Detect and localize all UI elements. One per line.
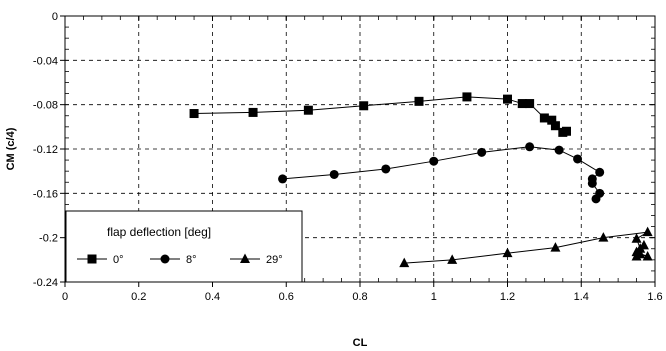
series-layer — [189, 92, 653, 268]
data-point-square — [550, 121, 560, 131]
y-axis-title: CM (c/4) — [5, 127, 17, 170]
data-point-circle — [329, 169, 339, 179]
y-tick-label: -0.04 — [33, 55, 58, 67]
data-point-square — [303, 105, 313, 115]
legend: flap deflection [deg] 0° 8° 29° — [65, 210, 303, 283]
x-tick-label: 0.6 — [279, 291, 294, 303]
data-point-circle — [595, 167, 605, 177]
data-point-circle — [587, 178, 597, 188]
series-circle — [278, 142, 605, 204]
y-tick-label: 0 — [52, 11, 58, 23]
data-point-square — [359, 101, 369, 111]
data-point-triangle — [399, 257, 410, 268]
legend-entries: 0° 8° 29° — [77, 253, 283, 266]
data-point-square — [189, 109, 199, 119]
legend-marker-triangle — [240, 253, 250, 263]
legend-marker-circle — [160, 254, 170, 264]
y-tick-label: -0.12 — [33, 144, 58, 156]
x-tick-label: 1.6 — [647, 291, 662, 303]
data-point-circle — [381, 164, 391, 174]
series-line — [404, 231, 648, 264]
x-axis-title: CL — [353, 337, 368, 349]
data-point-square — [517, 99, 527, 109]
data-point-triangle — [631, 233, 642, 243]
data-point-circle — [525, 142, 535, 152]
data-point-square — [414, 96, 424, 106]
data-point-circle — [278, 174, 288, 184]
x-tick-label: 1.2 — [500, 291, 515, 303]
data-point-triangle — [638, 239, 649, 250]
x-tick-label: 0.8 — [352, 291, 367, 303]
data-point-circle — [573, 154, 583, 164]
series-triangle — [399, 226, 653, 268]
data-point-square — [539, 113, 549, 123]
data-point-square — [248, 107, 258, 117]
x-tick-label: 0.4 — [205, 291, 220, 303]
legend-entry: 8° — [150, 254, 197, 266]
legend-entry: 29° — [230, 253, 283, 266]
data-point-circle — [554, 145, 564, 155]
x-tick-label: 1.4 — [574, 291, 589, 303]
axis-tick-labels: 0 0.2 0.4 0.6 0.8 1 1.2 1.4 1.6 0 -0.04 -0.08 -0.12 -… — [33, 11, 663, 303]
legend-label: 0° — [113, 254, 124, 266]
data-point-square — [547, 115, 557, 125]
legend-label: 8° — [186, 254, 197, 266]
data-point-square — [462, 92, 472, 102]
legend-marker-square — [87, 254, 97, 264]
data-point-circle — [477, 147, 487, 157]
y-tick-label: -0.2 — [39, 233, 58, 245]
data-point-triangle — [642, 251, 653, 261]
data-point-square — [525, 99, 535, 109]
legend-label: 29° — [266, 254, 283, 266]
data-point-triangle — [598, 232, 609, 242]
data-point-circle — [429, 156, 439, 166]
axis-ticks — [60, 15, 656, 287]
y-tick-label: -0.08 — [33, 100, 58, 112]
data-point-triangle — [447, 254, 458, 264]
data-point-triangle — [642, 226, 653, 237]
legend-entry: 0° — [77, 254, 124, 266]
x-tick-label: 1 — [431, 291, 437, 303]
x-tick-label: 0 — [62, 291, 68, 303]
data-point-square — [562, 126, 571, 136]
data-point-triangle — [550, 242, 561, 252]
legend-title: flap deflection [deg] — [107, 225, 211, 239]
data-point-triangle — [502, 247, 513, 258]
data-point-triangle — [631, 251, 642, 261]
series-square — [189, 92, 571, 137]
x-tick-label: 0.2 — [131, 291, 146, 303]
y-tick-label: -0.24 — [33, 277, 58, 289]
data-point-circle — [591, 194, 601, 204]
y-tick-label: -0.16 — [33, 188, 58, 200]
data-point-square — [503, 94, 512, 104]
legend-box — [65, 210, 303, 283]
